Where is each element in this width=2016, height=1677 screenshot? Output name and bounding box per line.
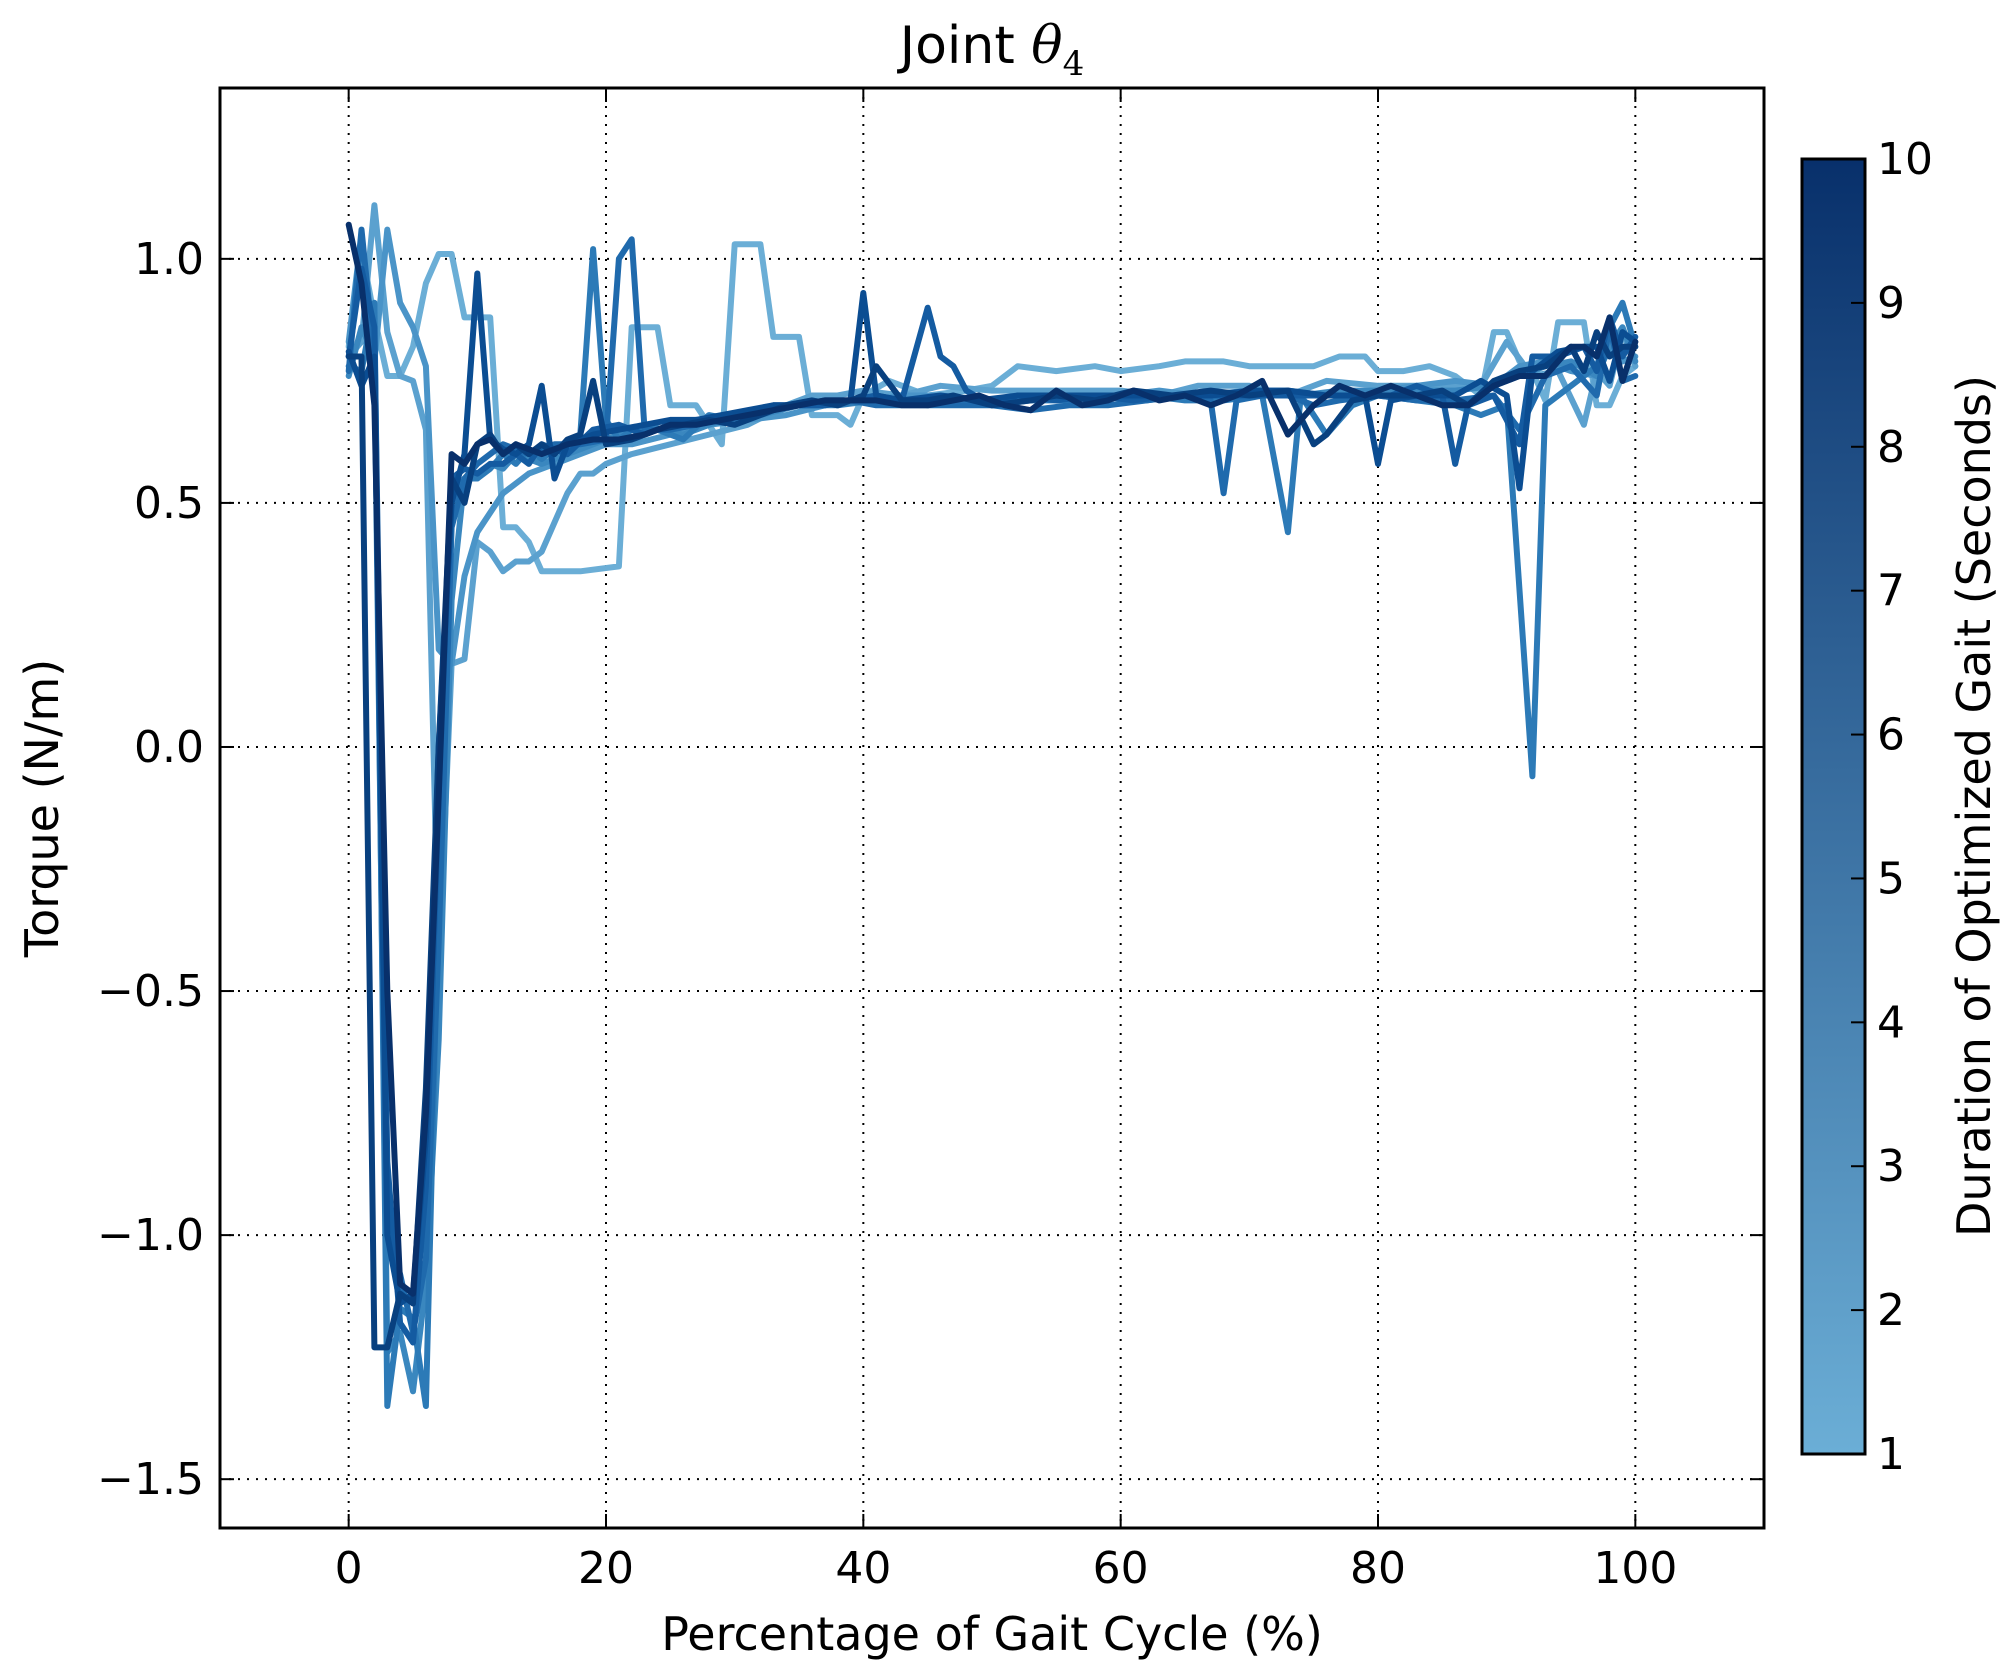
chart-title: Joint θ4 — [897, 16, 1084, 84]
x-tick-label: 0 — [335, 1543, 363, 1594]
colorbar — [1800, 157, 1867, 1456]
y-axis-label: Torque (N/m) — [15, 659, 69, 958]
colorbar-tick-label: 5 — [1877, 853, 1905, 904]
colorbar-tick-label: 9 — [1877, 278, 1905, 329]
colorbar-tick-label: 3 — [1877, 1141, 1905, 1192]
x-tick-label: 20 — [578, 1543, 634, 1594]
colorbar-tick-label: 7 — [1877, 566, 1905, 617]
chart-title-prefix: Joint — [897, 16, 1031, 76]
series-line-duration-8 — [345, 270, 1639, 1307]
series-line-duration-7 — [345, 265, 1639, 1346]
series-line-duration-10 — [345, 221, 1639, 1297]
y-tick-label: −1.5 — [97, 1454, 204, 1505]
colorbar-label: Duration of Optimized Gait (Seconds) — [1947, 375, 2001, 1237]
colorbar-tick-label: 2 — [1877, 1285, 1905, 1336]
x-tick-label: 40 — [835, 1543, 891, 1594]
colorbar-tick-label: 6 — [1877, 710, 1905, 761]
colorbar-tick-label: 10 — [1877, 134, 1933, 185]
chart-title-symbol: θ — [1031, 16, 1062, 76]
y-tick-label: 1.0 — [134, 234, 204, 285]
colorbar-tick-label: 4 — [1877, 997, 1905, 1048]
y-tick-label: −0.5 — [97, 966, 204, 1017]
colorbar-tick-label: 1 — [1877, 1429, 1905, 1480]
series-line-duration-2 — [345, 202, 1639, 970]
colorbar-ticks: 1 2 3 4 5 6 7 8 9 10 — [1851, 134, 1933, 1480]
series-line-duration-4 — [345, 324, 1639, 1395]
axis-ticks — [220, 88, 1764, 1528]
y-tick-label: 0.0 — [134, 722, 204, 773]
x-tick-label: 100 — [1593, 1543, 1677, 1594]
data-series — [345, 202, 1639, 1409]
x-tick-labels: 0 20 40 60 80 100 — [335, 1543, 1678, 1594]
y-tick-labels: 1.0 0.5 0.0 −0.5 −1.0 −1.5 — [97, 234, 204, 1505]
plot-area-frame — [218, 86, 1766, 1530]
y-tick-label: 0.5 — [134, 478, 204, 529]
series-line-duration-5 — [345, 246, 1639, 1409]
gridlines — [220, 88, 1764, 1528]
x-tick-label: 80 — [1350, 1543, 1406, 1594]
x-tick-label: 60 — [1093, 1543, 1149, 1594]
colorbar-tick-label: 8 — [1877, 422, 1905, 473]
chart-title-subscript: 4 — [1063, 44, 1085, 84]
series-line-duration-9 — [345, 329, 1639, 1351]
x-axis-label: Percentage of Gait Cycle (%) — [661, 1607, 1323, 1661]
y-tick-label: −1.0 — [97, 1210, 204, 1261]
